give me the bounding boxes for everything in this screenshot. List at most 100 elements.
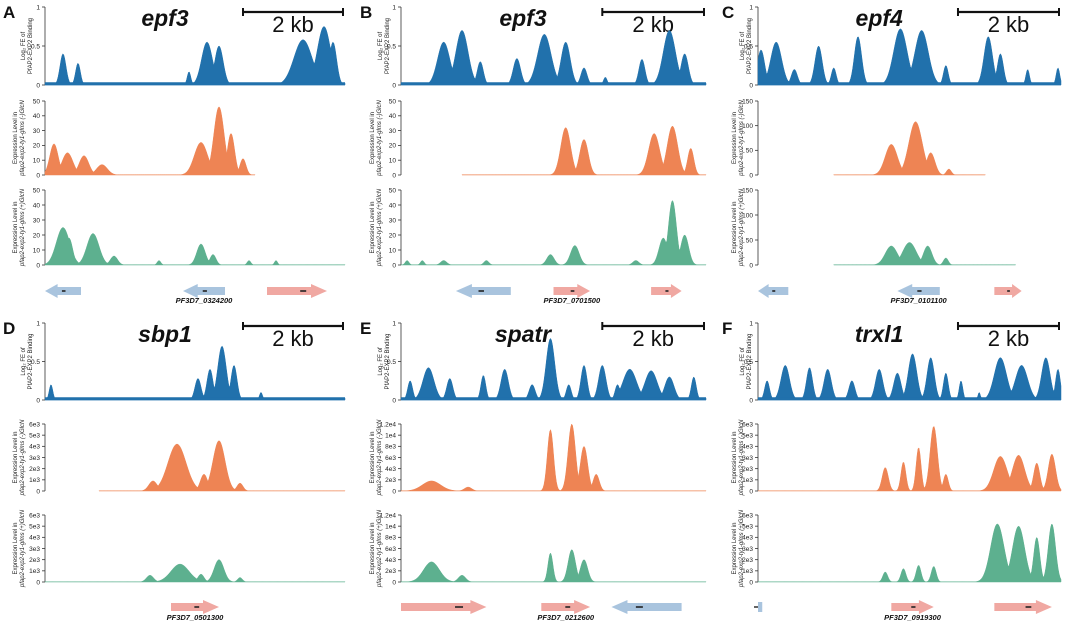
- plus-tick-label: 1e3: [742, 568, 753, 575]
- binding-axis-title: Log₂ FE ofPfAP2-EXP2 Binding: [378, 18, 391, 74]
- minus-tick-label: 40: [33, 113, 41, 120]
- plus-signal-area: [400, 200, 707, 266]
- plus-tick-label: 1e4: [385, 523, 396, 530]
- plus-tick-label: 6e3: [385, 546, 396, 553]
- plus-tick-label: 10: [33, 247, 41, 254]
- gene-arrow: [994, 600, 1052, 614]
- binding-tick-label: 0.5: [744, 43, 753, 50]
- binding-tick-label: 0.5: [31, 359, 40, 366]
- plus-tick-label: 4e3: [385, 557, 396, 564]
- scale-bar-label: 2 kb: [632, 12, 674, 37]
- plus-axis-title-line: pfap2-exp2-ty1-glms (+)GlcN: [377, 509, 383, 588]
- gene-title: epf3: [499, 5, 547, 31]
- plus-tick-label: 30: [389, 217, 397, 224]
- plus-tick-label: 2e3: [742, 557, 753, 564]
- gene-title: epf3: [141, 5, 189, 31]
- minus-tick-label: 1e4: [385, 432, 396, 439]
- plus-axis-title: Expression Level inpfap2-exp2-ty1-glms (…: [370, 188, 383, 267]
- minus-tick-label: 0: [749, 488, 753, 495]
- plus-axis-title-line: pfap2-exp2-ty1-glms (+)GlcN: [377, 188, 383, 267]
- plus-tick-label: 6e3: [742, 512, 753, 519]
- panel-label: E: [360, 319, 371, 338]
- minus-tick-label: 4e3: [29, 444, 40, 451]
- binding-axis-title-line: Log₂ FE of: [21, 347, 27, 376]
- binding-axis-title: Log₂ FE ofPfAP2-EXP2 Binding: [378, 333, 391, 389]
- minus-tick-label: 6e3: [385, 455, 396, 462]
- plus-tick-label: 0: [36, 262, 40, 269]
- binding-axis-title: Log₂ FE ofPfAP2-EXP2 Binding: [740, 18, 753, 74]
- binding-tick-label: 1: [749, 4, 753, 11]
- gene-arrow: [267, 284, 327, 298]
- scale-bar-label: 2 kb: [272, 12, 314, 37]
- gene-id-label: PF3D7_0101100: [891, 296, 948, 305]
- plus-tick-label: 20: [33, 232, 41, 239]
- gene-id-label: PF3D7_0919300: [884, 613, 942, 622]
- binding-axis-title-line: PfAP2-EXP2 Binding: [747, 18, 753, 74]
- binding-axis-title-line: PfAP2-EXP2 Binding: [385, 333, 391, 389]
- binding-signal-area: [757, 353, 1062, 401]
- binding-tick-label: 0: [36, 82, 40, 89]
- gene-arrow: [401, 600, 487, 614]
- plus-tick-label: 50: [389, 187, 397, 194]
- minus-signal-area: [833, 121, 986, 176]
- plus-tick-label: 150: [742, 187, 753, 194]
- plus-axis-title-line: pfap2-exp2-ty1-glms (+)GlcN: [20, 188, 26, 267]
- minus-axis-title-line: Expression Level in: [370, 431, 376, 483]
- binding-tick-label: 0.5: [387, 359, 396, 366]
- panel-label: D: [3, 319, 15, 338]
- binding-tick-label: 0: [392, 397, 396, 404]
- minus-signal-area: [400, 423, 707, 492]
- minus-axis-title-line: Expression Level in: [732, 431, 738, 483]
- binding-signal-area: [757, 28, 1062, 86]
- binding-axis-title-line: Log₂ FE of: [378, 32, 384, 61]
- plus-tick-label: 0: [392, 579, 396, 586]
- plus-axis-title: Expression Level inpfap2-exp2-ty1-glms (…: [13, 509, 26, 588]
- minus-tick-label: 4e3: [742, 444, 753, 451]
- plus-tick-label: 3e3: [29, 546, 40, 553]
- minus-signal-area: [461, 125, 707, 176]
- binding-tick-label: 1: [36, 320, 40, 327]
- binding-tick-label: 0: [36, 397, 40, 404]
- plus-axis-title: Expression Level inpfap2-exp2-ty1-glms (…: [13, 188, 26, 267]
- minus-tick-label: 6e3: [29, 421, 40, 428]
- binding-axis-title-line: PfAP2-EXP2 Binding: [28, 333, 34, 389]
- minus-signal-area: [44, 106, 256, 176]
- plus-tick-label: 0: [392, 262, 396, 269]
- minus-tick-label: 50: [746, 148, 754, 155]
- minus-tick-label: 1e3: [29, 477, 40, 484]
- plus-signal-area: [757, 523, 1062, 583]
- minus-axis-title-line: Expression Level in: [732, 112, 738, 164]
- minus-axis-title-line: pfap2-exp2-ty1-glms (-)GlcN: [377, 419, 383, 496]
- plus-axis-title-line: Expression Level in: [370, 201, 376, 253]
- binding-axis-title-line: Log₂ FE of: [21, 32, 27, 61]
- binding-tick-label: 0: [749, 82, 753, 89]
- minus-signal-area: [98, 440, 346, 492]
- plus-tick-label: 40: [389, 202, 397, 209]
- minus-axis-title-line: Expression Level in: [370, 112, 376, 164]
- panel-label: C: [722, 3, 734, 22]
- plus-tick-label: 10: [389, 247, 397, 254]
- plus-axis-title: Expression Level inpfap2-exp2-ty1-glms (…: [732, 509, 745, 588]
- minus-tick-label: 150: [742, 98, 753, 105]
- plus-tick-label: 5e3: [742, 523, 753, 530]
- minus-tick-label: 50: [389, 98, 397, 105]
- binding-signal-area: [400, 338, 707, 401]
- binding-axis-title-line: PfAP2-EXP2 Binding: [747, 333, 753, 389]
- gene-arrow: [611, 600, 682, 614]
- binding-tick-label: 0.5: [31, 43, 40, 50]
- plus-signal-area: [400, 549, 707, 583]
- gene-title: epf4: [856, 5, 904, 31]
- plus-axis-title-line: Expression Level in: [732, 522, 738, 574]
- gene-block: [758, 602, 763, 612]
- gene-title: trxl1: [855, 321, 904, 347]
- plus-tick-label: 0: [36, 579, 40, 586]
- minus-tick-label: 2e3: [385, 477, 396, 484]
- plus-tick-label: 1.2e4: [380, 512, 397, 519]
- plus-axis-title-line: pfap2-exp2-ty1-glms (+)GlcN: [739, 188, 745, 267]
- plus-tick-label: 1e3: [29, 568, 40, 575]
